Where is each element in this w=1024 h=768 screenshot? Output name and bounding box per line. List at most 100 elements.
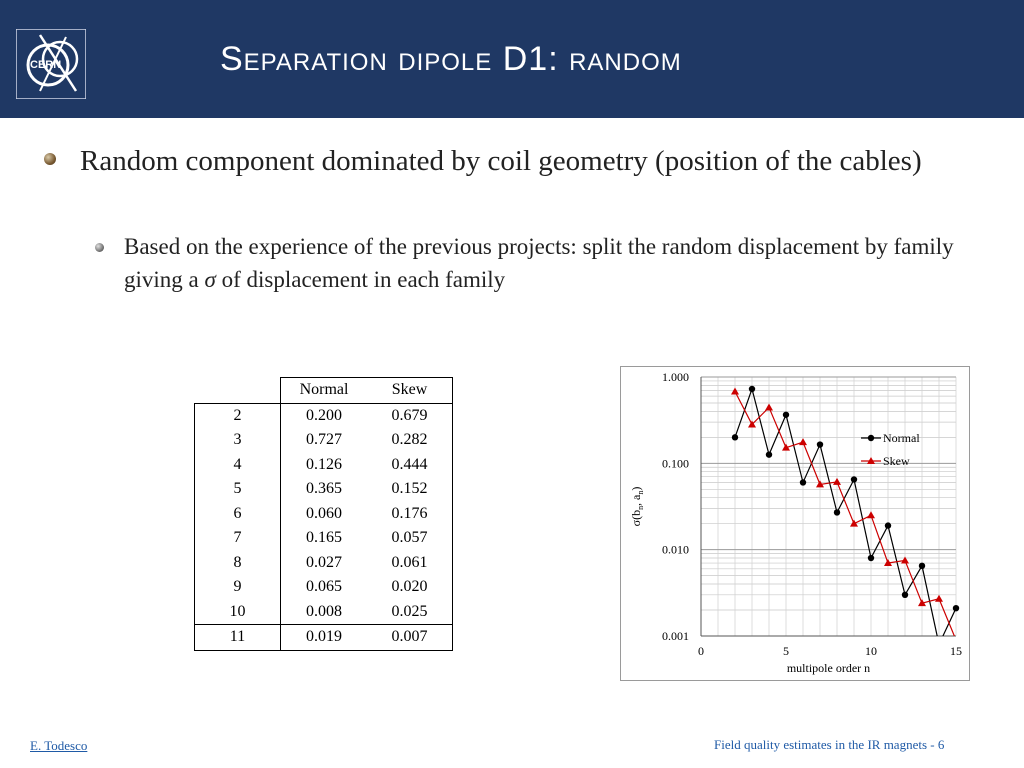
- table-cell: 0.365: [306, 480, 342, 498]
- y-axis-label-part: ): [629, 487, 643, 491]
- y-axis-label-part: n: [636, 491, 645, 495]
- sub-bullet-icon: [95, 243, 104, 252]
- table-cell: 10: [194, 599, 281, 625]
- x-axis-label: multipole order n: [787, 661, 870, 675]
- table-cell: 6: [194, 501, 281, 526]
- multipole-table: Normal Skew 2 0.200 0.679 3 0.727 0.282 4 0.126 0.…: [194, 377, 453, 651]
- footer-page-label: Field quality estimates in the IR magnet…: [714, 737, 945, 752]
- y-axis-label: σ(bn, an): [629, 487, 645, 527]
- table-cell: 0.019: [280, 624, 367, 651]
- data-point-skew: [935, 594, 943, 602]
- table-row: 7 0.165 0.057: [194, 526, 453, 551]
- table-header-cell: Normal: [280, 377, 367, 403]
- data-point-skew: [901, 556, 909, 564]
- table-cell: 0.007: [367, 624, 453, 651]
- table-cell: 7: [194, 526, 281, 551]
- table-cell: 0.020: [367, 575, 453, 600]
- series-line-normal: [734, 386, 956, 636]
- y-tick-label: 0.100: [662, 456, 689, 470]
- data-point-normal: [918, 562, 926, 570]
- table-row: 11 0.019 0.007: [194, 624, 453, 651]
- data-point-normal: [782, 411, 790, 418]
- bullet-text-level2-before: Based on the experience of the previous …: [124, 234, 954, 292]
- data-point-skew: [816, 480, 824, 488]
- table-header-row: Normal Skew: [194, 377, 453, 403]
- svg-text:CERN: CERN: [30, 59, 61, 71]
- table-cell: 0.444: [367, 452, 453, 477]
- cern-logo-icon: CERN: [16, 29, 86, 99]
- table-row: 6 0.060 0.176: [194, 501, 453, 526]
- data-point-normal: [731, 434, 739, 441]
- table-cell: 0.165: [306, 529, 342, 547]
- bullet-text-level2-after: of displacement in each family: [215, 267, 506, 292]
- header-bar: CERN Separation dipole D1: random: [0, 0, 1024, 118]
- table-cell: 11: [194, 624, 281, 651]
- y-tick-label: 0.001: [662, 629, 689, 643]
- table-row: 3 0.727 0.282: [194, 428, 453, 453]
- legend-marker-normal: [867, 434, 875, 442]
- data-point-skew: [731, 387, 739, 395]
- bullet-icon: [44, 153, 56, 165]
- data-point-skew: [850, 519, 858, 527]
- data-point-normal: [867, 554, 875, 562]
- table-row: 2 0.200 0.679: [194, 402, 453, 428]
- table-cell: 5: [194, 477, 281, 502]
- table-header-cell: Skew: [367, 377, 453, 403]
- y-tick-label: 1.000: [662, 370, 689, 384]
- series-line-skew: [734, 391, 956, 636]
- table-cell: 4: [194, 452, 281, 477]
- footer-author-link[interactable]: E. Todesco: [30, 738, 88, 753]
- table-cell: 9: [194, 575, 281, 600]
- data-point-normal: [850, 476, 858, 483]
- data-point-skew: [867, 511, 875, 519]
- data-point-skew: [884, 559, 892, 567]
- data-point-skew: [918, 599, 926, 607]
- table-cell: 2: [194, 402, 281, 428]
- data-point-normal: [833, 509, 841, 516]
- bullet-text-level1: Random component dominated by coil geome…: [80, 145, 922, 177]
- table-cell: 0.200: [280, 402, 367, 428]
- table-cell: 0.727: [306, 431, 342, 449]
- data-point-skew: [748, 420, 756, 428]
- data-point-normal: [765, 451, 773, 458]
- x-tick-label: 5: [783, 644, 789, 658]
- table-cell: 0.126: [306, 455, 342, 473]
- table-cell: 0.176: [367, 501, 453, 526]
- data-point-normal: [816, 441, 824, 448]
- page-title: Separation dipole D1: random: [220, 40, 682, 78]
- legend-marker-skew: [867, 457, 875, 464]
- table-row: 9 0.065 0.020: [194, 575, 453, 600]
- table-row: 8 0.027 0.061: [194, 550, 453, 575]
- data-point-normal: [952, 604, 960, 612]
- x-tick-label: 15: [950, 644, 962, 658]
- y-tick-label: 0.010: [662, 543, 689, 557]
- table-cell: 0.152: [367, 477, 453, 502]
- table-cell: 0.025: [367, 599, 453, 625]
- table-cell: 0.008: [306, 602, 342, 620]
- table-header-cell: [194, 377, 281, 403]
- multipole-chart: 0.001 0.010 0.100 1.000 0 5 10 15 multipole orde…: [620, 366, 970, 681]
- table-cell: 0.061: [367, 550, 453, 575]
- legend-label-skew: Skew: [883, 454, 910, 468]
- table-cell: 0.027: [306, 553, 342, 571]
- table-cell: 8: [194, 550, 281, 575]
- data-point-normal: [748, 385, 756, 393]
- data-point-normal: [799, 479, 807, 486]
- table-cell: 0.282: [367, 428, 453, 453]
- sigma-symbol: σ: [204, 267, 216, 292]
- table-cell: 0.679: [367, 402, 453, 428]
- x-tick-label: 10: [865, 644, 877, 658]
- bullet-text-level2: Based on the experience of the previous …: [124, 230, 984, 296]
- data-point-skew: [799, 438, 807, 446]
- table-cell: 0.060: [306, 504, 342, 522]
- table-cell: 0.065: [306, 578, 342, 596]
- data-point-skew: [765, 403, 773, 411]
- data-point-skew: [782, 443, 790, 451]
- table-cell: 0.057: [367, 526, 453, 551]
- data-point-skew: [833, 477, 841, 485]
- legend-label-normal: Normal: [883, 431, 920, 445]
- y-axis-label-part: n: [636, 506, 645, 510]
- x-tick-label: 0: [698, 644, 704, 658]
- table-row: 10 0.008 0.025: [194, 599, 453, 625]
- data-point-normal: [901, 591, 909, 599]
